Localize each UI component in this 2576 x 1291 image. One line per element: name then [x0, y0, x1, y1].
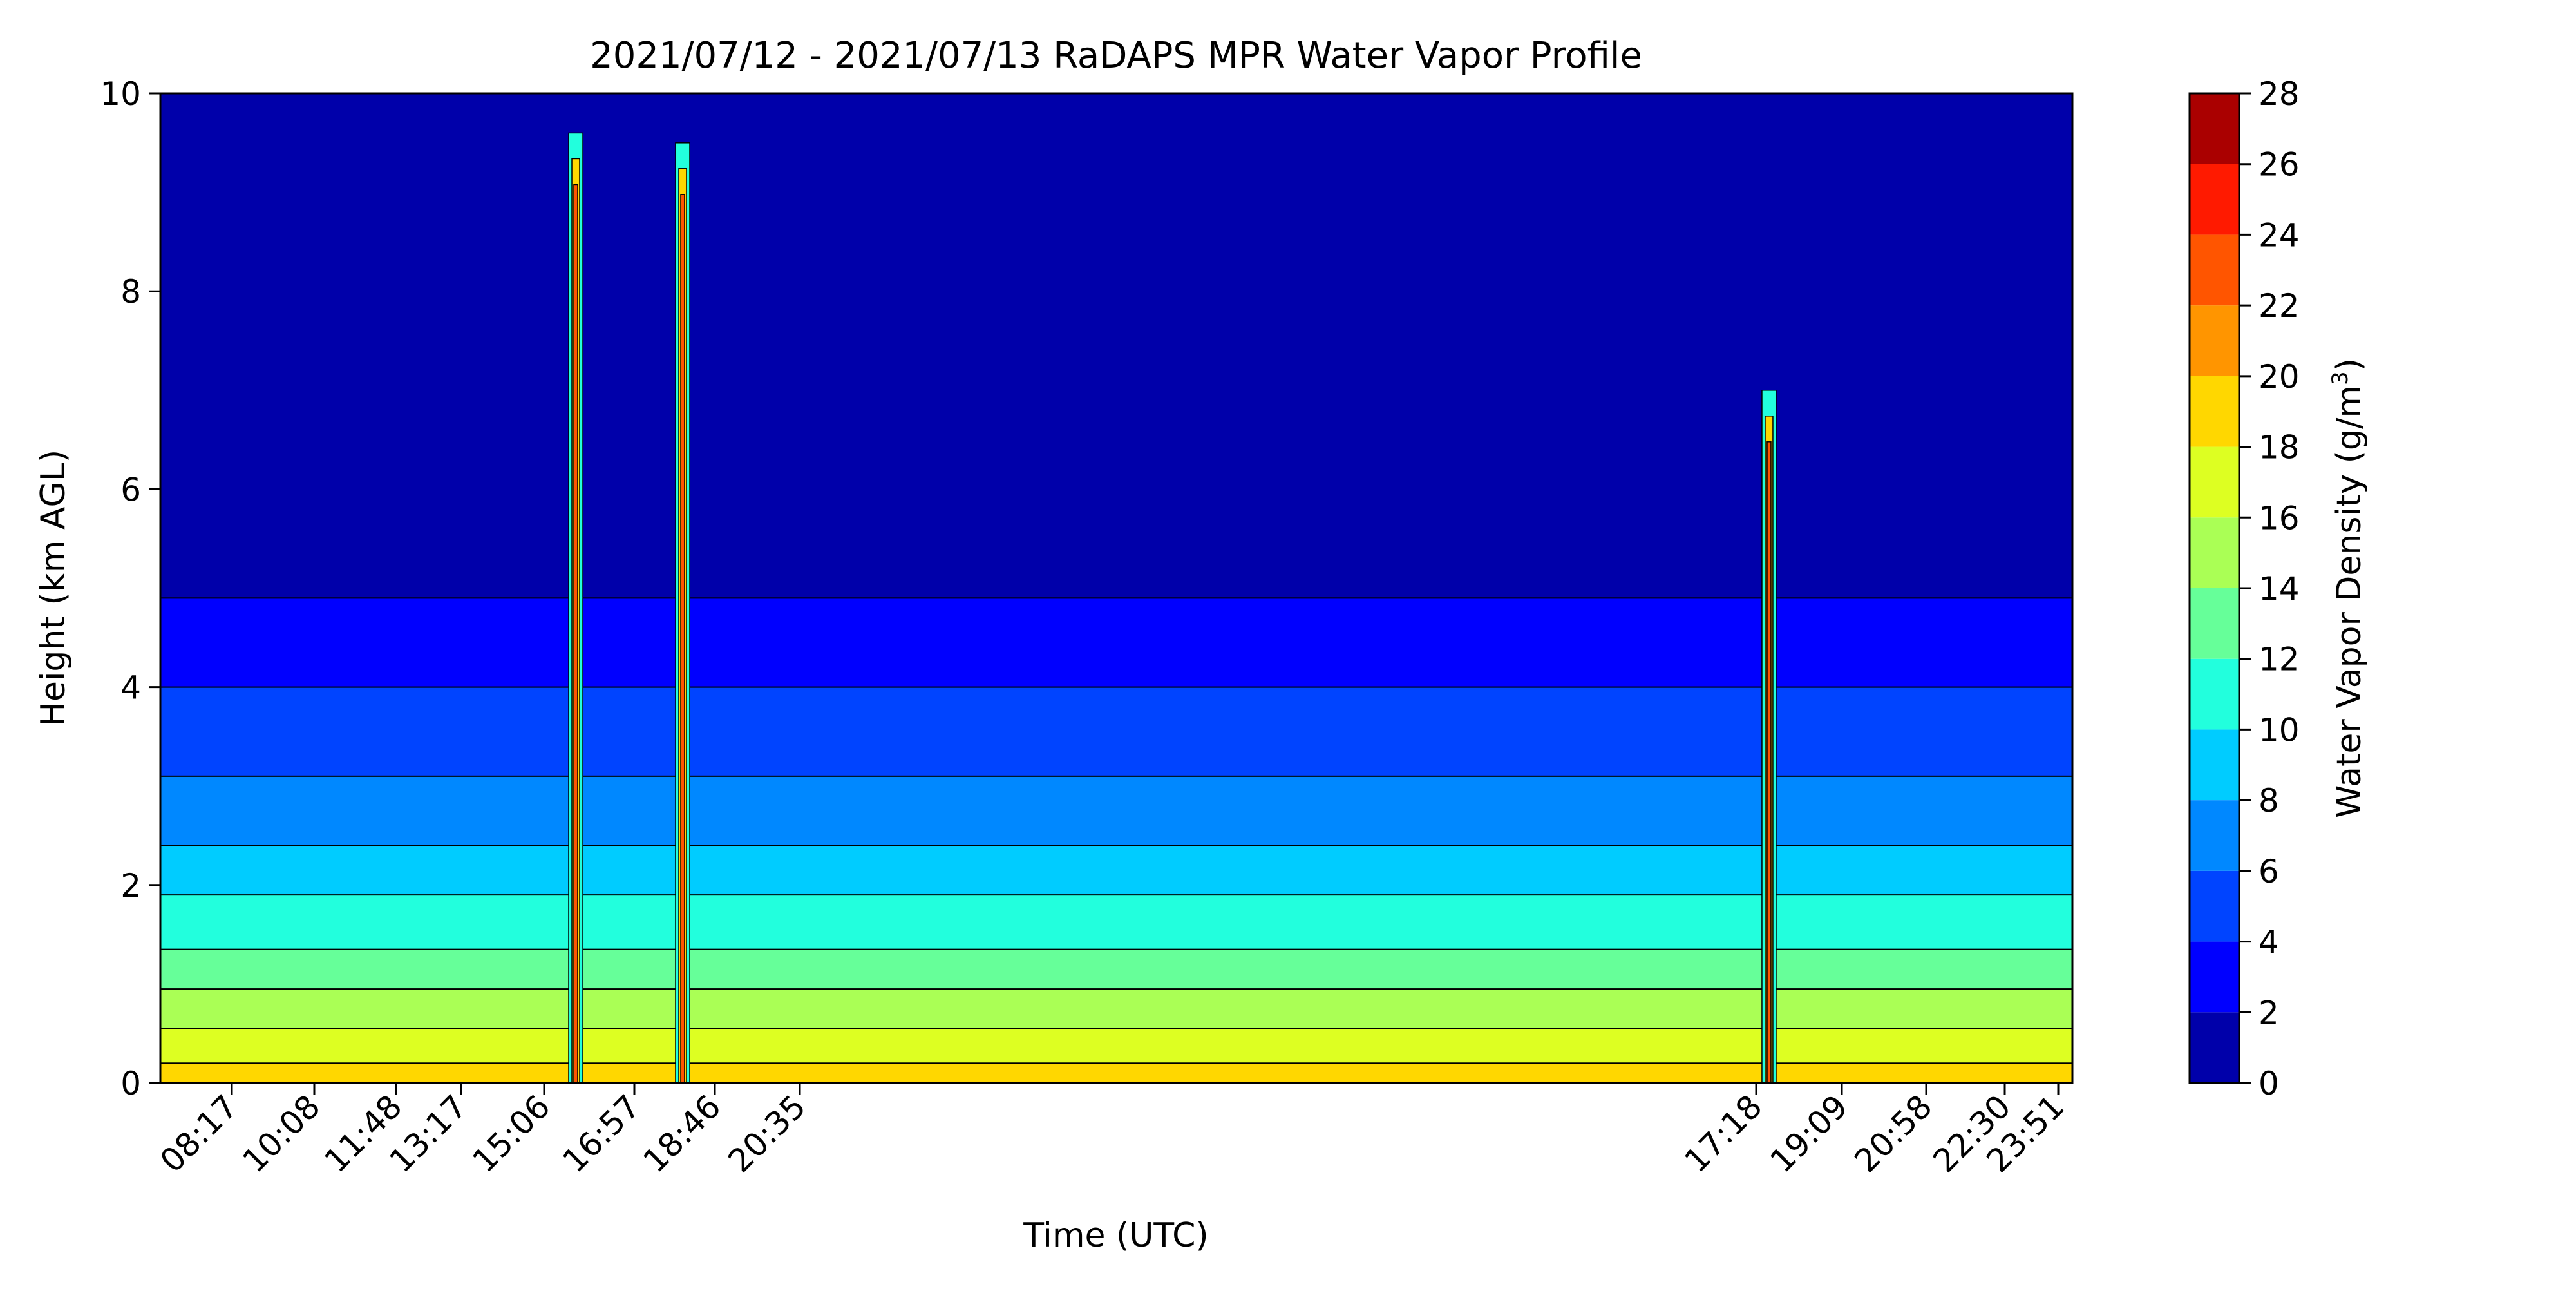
- colorbar-label: Water Vapor Density (g/m3): [2327, 358, 2369, 818]
- colorbar-segment-0: [2190, 1012, 2239, 1083]
- y-tick-label-6: 6: [120, 471, 141, 508]
- x-tick-label-7: 20:35: [721, 1087, 813, 1180]
- colorbar-tick-label-2: 2: [2259, 994, 2279, 1031]
- colorbar-tick-label-8: 8: [2259, 782, 2279, 819]
- x-axis: 08:1710:0811:4813:1715:0616:5718:4620:35…: [153, 1083, 2071, 1180]
- colorbar-tick-label-24: 24: [2259, 216, 2300, 254]
- x-tick-label-0: 08:17: [153, 1087, 245, 1180]
- colorbar-label-main: Water Vapor Density (g/m: [2330, 385, 2369, 818]
- plot-area: [160, 93, 2072, 1083]
- y-tick-label-0: 0: [120, 1065, 141, 1102]
- colorbar-tick-label-22: 22: [2259, 287, 2300, 325]
- x-tick-label-4: 15:06: [466, 1087, 558, 1180]
- y-tick-label-8: 8: [120, 273, 141, 311]
- y-tick-label-10: 10: [100, 75, 141, 113]
- colorbar-tick-label-28: 28: [2259, 75, 2300, 113]
- contour-spikes: [568, 132, 1777, 1083]
- colorbar-segment-2: [2190, 941, 2239, 1013]
- x-tick-label-1: 10:08: [236, 1087, 328, 1180]
- x-tick-label-10: 20:58: [1848, 1087, 1940, 1180]
- x-axis-label: Time (UTC): [1023, 1216, 1208, 1255]
- colorbar-segment-18: [2190, 376, 2239, 447]
- contour-spike-0-layer-2: [573, 184, 578, 1083]
- x-tick-label-8: 17:18: [1678, 1087, 1770, 1180]
- x-tick-label-9: 19:09: [1763, 1087, 1855, 1180]
- colorbar-label-end: ): [2330, 358, 2369, 371]
- x-tick-label-5: 16:57: [556, 1087, 648, 1180]
- colorbar-tick-label-12: 12: [2259, 641, 2300, 678]
- contour-band-18: [160, 1062, 2072, 1083]
- colorbar-tick-label-16: 16: [2259, 499, 2300, 537]
- colorbar-segment-20: [2190, 305, 2239, 376]
- contour-spike-2-layer-2: [1766, 441, 1772, 1083]
- chart-title: 2021/07/12 - 2021/07/13 RaDAPS MPR Water…: [590, 35, 1642, 77]
- colorbar-tick-label-20: 20: [2259, 358, 2300, 396]
- colorbar-segment-14: [2190, 517, 2239, 588]
- contour-spike-1-layer-2: [680, 194, 685, 1083]
- colorbar-tick-label-6: 6: [2259, 853, 2279, 890]
- svg-text:Water Vapor Density (g/m3): Water Vapor Density (g/m3): [2327, 358, 2369, 818]
- plot-frame: [159, 92, 2074, 1084]
- colorbar-segment-26: [2190, 93, 2239, 164]
- colorbar-tick-label-10: 10: [2259, 711, 2300, 749]
- colorbar-segment-24: [2190, 164, 2239, 235]
- y-tick-label-4: 4: [120, 669, 141, 707]
- y-axis-label: Height (km AGL): [34, 450, 73, 727]
- colorbar-segment-8: [2190, 729, 2239, 801]
- colorbar-tick-label-18: 18: [2259, 429, 2300, 466]
- colorbar-segment-6: [2190, 800, 2239, 871]
- x-tick-label-6: 18:46: [636, 1087, 728, 1180]
- colorbar-tick-label-14: 14: [2259, 570, 2300, 607]
- y-tick-label-2: 2: [120, 867, 141, 904]
- colorbar-tick-label-0: 0: [2259, 1065, 2279, 1102]
- colorbar-tick-label-26: 26: [2259, 146, 2300, 184]
- colorbar-segment-4: [2190, 870, 2239, 942]
- contour-bands: [160, 93, 2072, 1083]
- colorbar-tick-label-4: 4: [2259, 924, 2279, 961]
- colorbar-segment-10: [2190, 658, 2239, 730]
- colorbar-label-superscript: 3: [2327, 371, 2353, 385]
- y-axis: 0 2 4 6 8 10: [100, 75, 160, 1102]
- colorbar-segment-22: [2190, 234, 2239, 306]
- colorbar-segment-12: [2190, 588, 2239, 659]
- colorbar-segment-16: [2190, 446, 2239, 518]
